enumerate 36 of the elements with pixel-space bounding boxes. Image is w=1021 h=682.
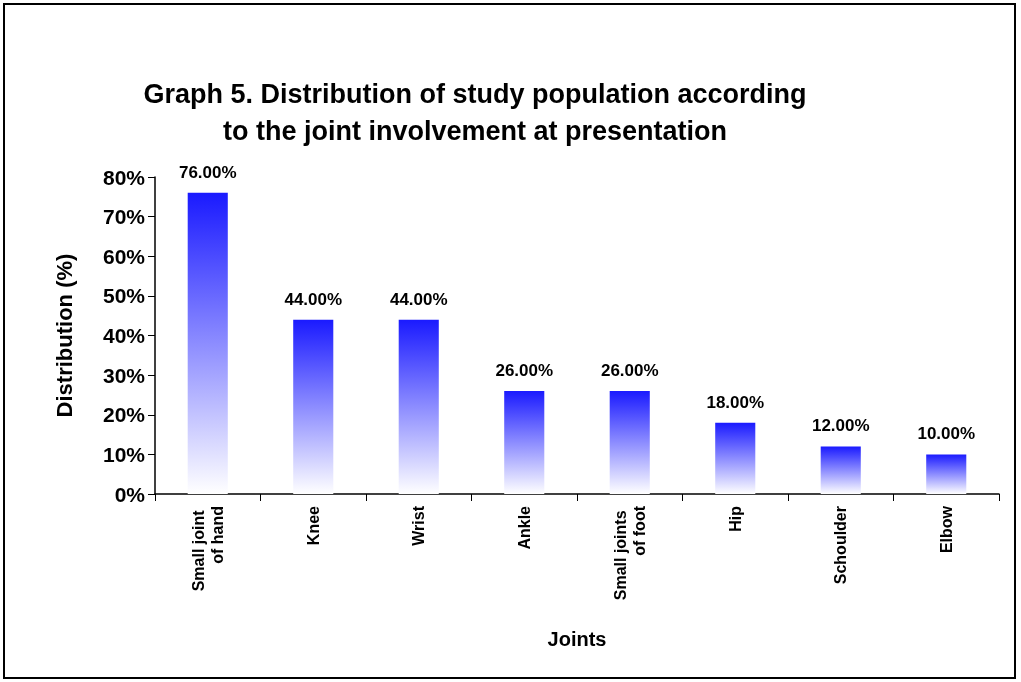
y-tick-label: 30%: [102, 363, 146, 387]
y-tick-label: 80%: [102, 165, 146, 189]
y-tick-label: 40%: [102, 324, 146, 347]
bar: [926, 454, 967, 494]
y-tick-label: 0%: [114, 482, 146, 506]
bar: [820, 446, 861, 494]
x-tick-label: Wrist: [410, 505, 428, 546]
y-tick-label: 70%: [102, 205, 146, 229]
x-tick-label: Ankle: [515, 505, 533, 550]
bar: [187, 192, 228, 494]
chart-title: Graph 5. Distribution of study population according to the joint involvement at presentation: [143, 78, 807, 146]
y-axis-title: Distribution (%): [51, 253, 77, 418]
data-label: 44.00%: [389, 289, 448, 309]
y-tick-label: 10%: [102, 442, 146, 466]
y-tick-label: 20%: [102, 403, 146, 427]
x-tick-label: Knee: [304, 505, 322, 546]
x-tick-label: Elbow: [937, 505, 955, 554]
data-label: 18.00%: [706, 392, 765, 412]
bar: [504, 390, 545, 494]
y-tick-label: 60%: [102, 244, 146, 268]
data-label: 76.00%: [178, 162, 237, 182]
data-label: 10.00%: [917, 424, 976, 444]
data-label: 44.00%: [284, 289, 343, 309]
x-tick-label: Hip: [726, 505, 744, 532]
x-tick-label: Small joints of foot: [611, 505, 648, 601]
x-tick-label: Schoulder: [832, 506, 850, 585]
x-axis-title: Joints: [547, 628, 607, 650]
bar: [715, 422, 756, 494]
y-tick-label: 50%: [102, 284, 146, 308]
data-label: 26.00%: [495, 360, 554, 380]
data-label: 26.00%: [600, 360, 659, 380]
bar: [398, 319, 439, 494]
bar: [609, 390, 650, 494]
x-tick-label: Small joint of hand: [189, 506, 226, 592]
bar: [293, 319, 334, 494]
data-label: 12.00%: [811, 416, 870, 436]
